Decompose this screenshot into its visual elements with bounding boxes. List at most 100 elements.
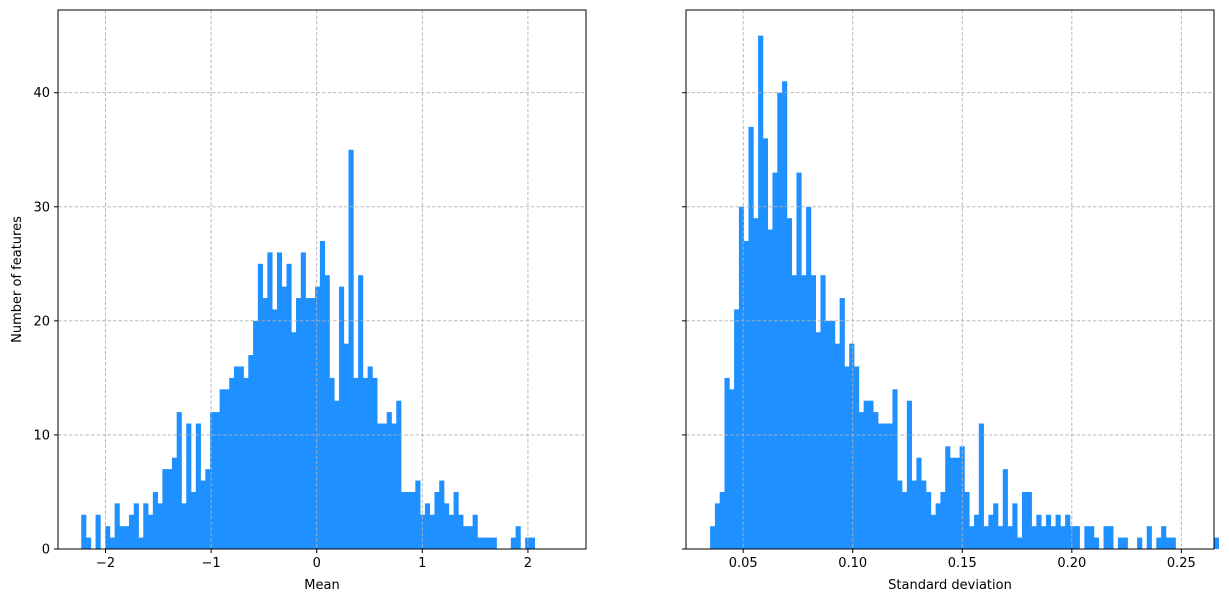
histogram-bar — [167, 469, 173, 549]
histogram-bar — [1156, 537, 1162, 549]
histogram-bar — [945, 446, 951, 549]
histogram-bar — [882, 423, 888, 549]
histogram-bar — [743, 241, 749, 549]
histogram-bar — [1012, 503, 1018, 549]
histogram-bar — [873, 412, 879, 549]
histogram-bar — [1041, 526, 1047, 549]
histogram-bar — [529, 537, 536, 549]
histogram-bar — [844, 366, 850, 549]
histogram-bar — [758, 35, 764, 550]
histogram-bar — [1050, 526, 1056, 549]
histogram-bar — [443, 503, 450, 549]
histogram-bar — [286, 263, 292, 549]
histogram-bar — [315, 286, 321, 549]
histogram-bar — [105, 526, 111, 549]
histogram-bar — [1093, 537, 1100, 549]
histogram-bar — [95, 514, 101, 549]
axes-frame — [685, 9, 1215, 550]
x-tick-label: −1 — [202, 556, 221, 571]
histogram-bar — [486, 537, 493, 549]
histogram-bar — [195, 423, 201, 549]
x-tick-label: 0.05 — [729, 556, 758, 571]
histogram-bar — [81, 514, 87, 549]
histogram-bar — [1137, 537, 1143, 549]
histogram-bar — [305, 298, 311, 549]
histogram-bar — [257, 263, 263, 549]
histogram-bar — [176, 412, 182, 549]
histogram-bar — [729, 389, 735, 549]
histogram-bar — [1026, 491, 1032, 549]
x-tick-label: −2 — [96, 556, 115, 571]
y-axis-label: Number of features — [10, 216, 25, 343]
histogram-bar — [767, 229, 773, 549]
histogram-bar — [367, 366, 373, 549]
histogram-bar — [515, 526, 521, 549]
histogram-bar — [1017, 537, 1023, 549]
histogram-bar — [157, 503, 163, 549]
histogram-bar — [86, 537, 92, 549]
histogram-bar — [983, 526, 989, 549]
histogram-bar — [1021, 491, 1028, 549]
histogram-bar — [834, 343, 840, 549]
histogram-bar — [1060, 526, 1066, 549]
x-axis-label: Mean — [304, 578, 339, 593]
histogram-bar — [935, 503, 941, 549]
x-axis-label: Standard deviation — [888, 578, 1012, 593]
histogram-bar — [296, 298, 302, 549]
histogram-bar — [719, 491, 725, 549]
histogram-bar — [143, 503, 149, 549]
histogram-bar — [1069, 526, 1076, 549]
histogram-bar — [1065, 514, 1071, 549]
histogram-bar — [281, 286, 287, 549]
histogram-bar — [1213, 537, 1220, 549]
histogram-bar — [358, 275, 364, 549]
histogram-bar — [950, 457, 956, 549]
histogram-bar — [973, 514, 980, 549]
histogram-bar — [262, 298, 268, 549]
histogram-bar — [291, 332, 297, 549]
histogram-bar — [224, 389, 230, 549]
grid — [58, 10, 586, 549]
histogram-bar — [839, 298, 845, 549]
histogram-bar — [233, 366, 240, 549]
histogram-bar — [133, 503, 139, 549]
histogram-bar — [921, 480, 927, 549]
histogram-bar — [906, 400, 912, 549]
y-tick-label: 0 — [42, 543, 50, 558]
histogram-bar — [887, 423, 893, 549]
histogram-bar — [1170, 537, 1176, 549]
histogram-bar — [724, 377, 730, 549]
std-histogram-panel: 0.05 0.10 0.15 0.20 0.25 Standard deviation — [682, 9, 1220, 593]
histogram-bar — [410, 491, 416, 549]
histogram-bar — [186, 423, 192, 549]
histogram-bar — [181, 503, 187, 549]
histogram-bar — [229, 377, 235, 549]
histogram-bar — [902, 491, 908, 549]
histogram-bar — [959, 446, 965, 549]
bars — [710, 35, 1220, 550]
histogram-bar — [210, 412, 216, 549]
histogram-bar — [930, 514, 936, 549]
histogram-bar — [714, 503, 721, 549]
x-tick-label: 0.15 — [948, 556, 977, 571]
histogram-bar — [1161, 526, 1167, 549]
histogram-bar — [152, 491, 158, 549]
histogram-bar — [114, 503, 120, 549]
histogram-bar — [762, 138, 769, 549]
histogram-bar — [424, 503, 431, 549]
histogram-bar — [916, 457, 922, 549]
histogram-bar — [138, 537, 144, 549]
histogram-bar — [897, 480, 903, 549]
y-tick-label: 40 — [33, 86, 50, 101]
histogram-bar — [362, 377, 368, 549]
histogram-bar — [243, 377, 249, 549]
histogram-bar — [791, 275, 797, 549]
y-tick-label: 30 — [33, 200, 50, 215]
histogram-bar — [491, 537, 497, 549]
histogram-bar — [806, 206, 812, 549]
histogram-bar — [1055, 514, 1061, 549]
x-tick-label: 0.25 — [1167, 556, 1196, 571]
histogram-bar — [1103, 526, 1109, 549]
histogram-bar — [205, 469, 211, 549]
